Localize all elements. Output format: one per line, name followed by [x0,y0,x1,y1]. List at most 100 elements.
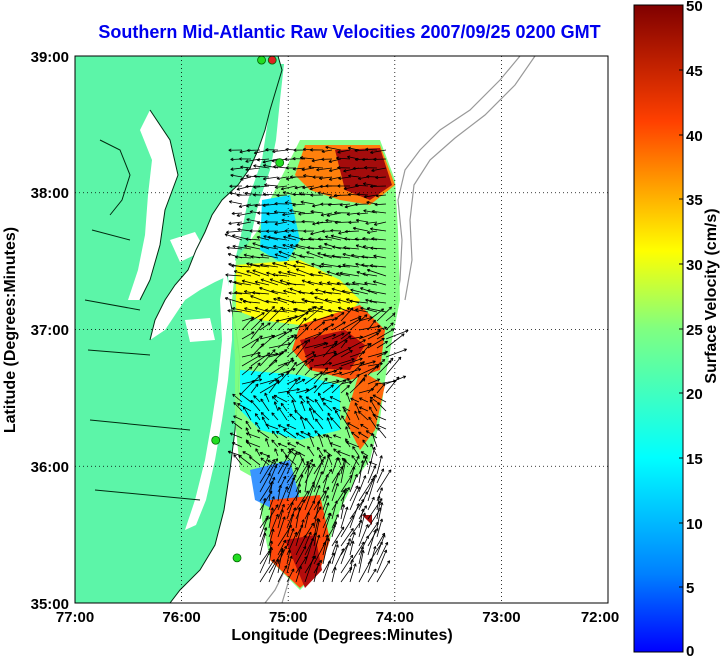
current-arrow [322,367,343,376]
current-arrow [277,424,288,430]
current-arrow [340,380,352,385]
current-arrow [227,450,243,457]
current-arrow [304,465,311,493]
current-arrow [322,453,331,475]
current-arrow [246,262,261,268]
current-arrow [316,446,324,457]
current-arrow [240,165,252,169]
current-arrow [374,202,387,207]
current-arrow [330,228,342,233]
current-arrow [345,426,351,439]
current-arrow [241,379,255,394]
current-arrow [325,145,342,151]
current-arrow [269,278,288,286]
current-arrow [268,362,288,376]
current-arrow [313,321,326,331]
current-arrow [313,519,321,547]
current-arrow [286,476,296,502]
current-arrow [250,352,271,367]
current-arrow [331,371,343,376]
current-arrow [295,545,307,565]
current-arrow [385,312,396,322]
current-arrow [373,221,387,226]
current-arrow [360,451,369,457]
current-arrow [385,322,394,331]
current-arrow [350,397,360,403]
current-arrow [341,289,360,295]
current-arrow [376,352,387,358]
current-arrow [339,203,351,207]
current-arrow [344,229,360,234]
current-arrow [307,432,315,448]
current-arrow [376,424,387,430]
current-arrow [365,147,378,152]
current-arrow [324,298,342,304]
current-arrow [263,235,279,241]
current-arrow [318,281,333,286]
current-arrow [358,557,373,583]
current-arrow [274,221,288,226]
current-arrow [259,305,275,322]
current-arrow [246,218,261,223]
current-arrow [301,167,315,172]
current-arrow [259,559,275,583]
current-arrow [340,368,362,376]
current-arrow [321,397,333,403]
current-arrow [313,500,321,529]
current-arrow [276,176,288,181]
current-arrow [300,430,315,439]
current-arrow [283,428,297,439]
current-arrow [298,451,306,466]
current-arrow [304,531,312,547]
current-arrow [313,484,321,502]
current-arrow [349,540,355,556]
current-arrow [274,201,288,206]
current-arrow [241,366,253,376]
current-arrow [264,392,270,403]
current-arrow [340,307,354,322]
current-arrow [261,416,270,430]
current-arrow [244,307,261,313]
current-arrow [257,429,270,439]
current-arrow [286,489,302,511]
current-arrow [238,455,252,466]
current-arrow [295,483,301,502]
current-arrow [245,184,261,189]
current-arrow [241,279,261,286]
current-arrow [301,219,315,224]
current-arrow [304,500,315,520]
current-arrow [312,410,324,421]
current-arrow [286,336,297,349]
current-arrow [262,163,279,169]
current-arrow [338,176,351,181]
current-arrow [231,264,252,268]
current-arrow [376,328,395,340]
current-arrow [292,192,306,197]
current-arrow [331,521,338,538]
current-arrow [347,422,360,430]
current-arrow [318,176,333,180]
current-arrow [240,176,252,181]
current-arrow [262,158,279,164]
current-arrow [369,396,378,403]
current-arrow [355,218,369,223]
current-arrow [340,459,347,484]
current-arrow [242,299,261,304]
x-tick-label: 76:00 [162,609,200,626]
current-arrow [335,156,351,160]
current-arrow [349,486,361,511]
current-arrow [311,158,324,163]
current-arrow [376,382,386,394]
current-arrow [259,451,270,457]
current-arrow [340,515,355,538]
current-arrow [318,245,333,250]
current-arrow [350,253,369,259]
current-arrow [367,365,379,376]
current-arrow [228,148,243,152]
current-arrow [267,235,288,241]
current-arrow [376,358,386,367]
current-arrow [295,506,301,529]
current-arrow [367,308,385,322]
current-arrow [295,378,306,385]
